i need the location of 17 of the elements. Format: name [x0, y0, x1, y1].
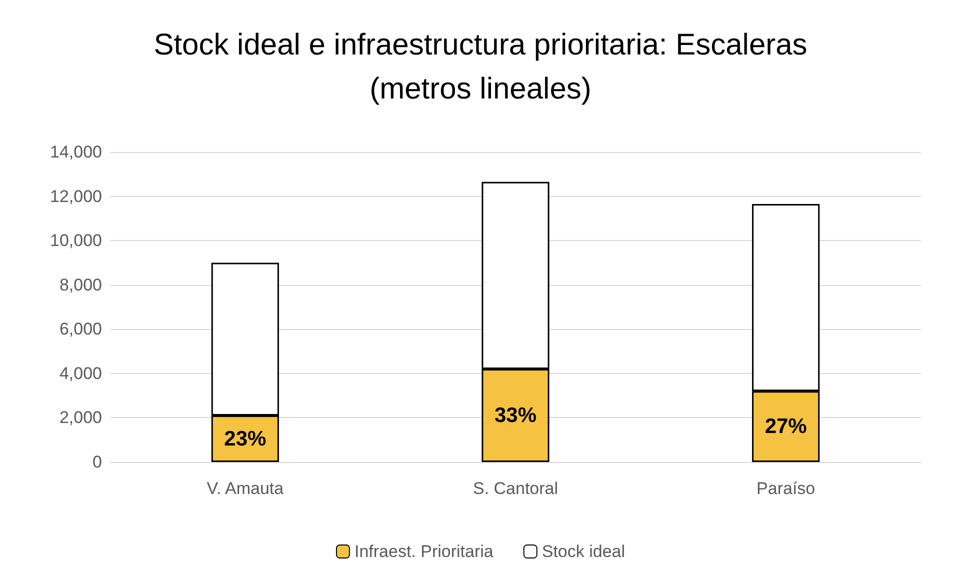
y-tick-label: 14,000 — [50, 142, 102, 162]
annotation: 27% — [764, 415, 808, 438]
y-tick-label: 2,000 — [59, 408, 102, 428]
y-tick-label: 8,000 — [59, 275, 102, 294]
y-tick-label: 0 — [92, 452, 102, 472]
x-tick-label: Paraíso — [756, 479, 816, 498]
annotation: 23% — [224, 427, 267, 450]
y-tick-label: 6,000 — [59, 320, 102, 339]
legend-label: Stock ideal — [542, 542, 626, 561]
annotation: 33% — [494, 404, 537, 427]
y-tick-label: 10,000 — [50, 231, 102, 250]
chart-title: Stock ideal e infraestructura prioritaria: Escaleras (metros lineales) — [154, 28, 808, 106]
y-tick-label: 4,000 — [59, 364, 102, 383]
x-tick-label: S. Cantoral — [472, 479, 558, 498]
legend-label: Infraest. Prioritaria — [354, 542, 494, 561]
y-tick-label: 12,000 — [50, 186, 102, 206]
x-tick-label: V. Amauta — [206, 479, 284, 498]
